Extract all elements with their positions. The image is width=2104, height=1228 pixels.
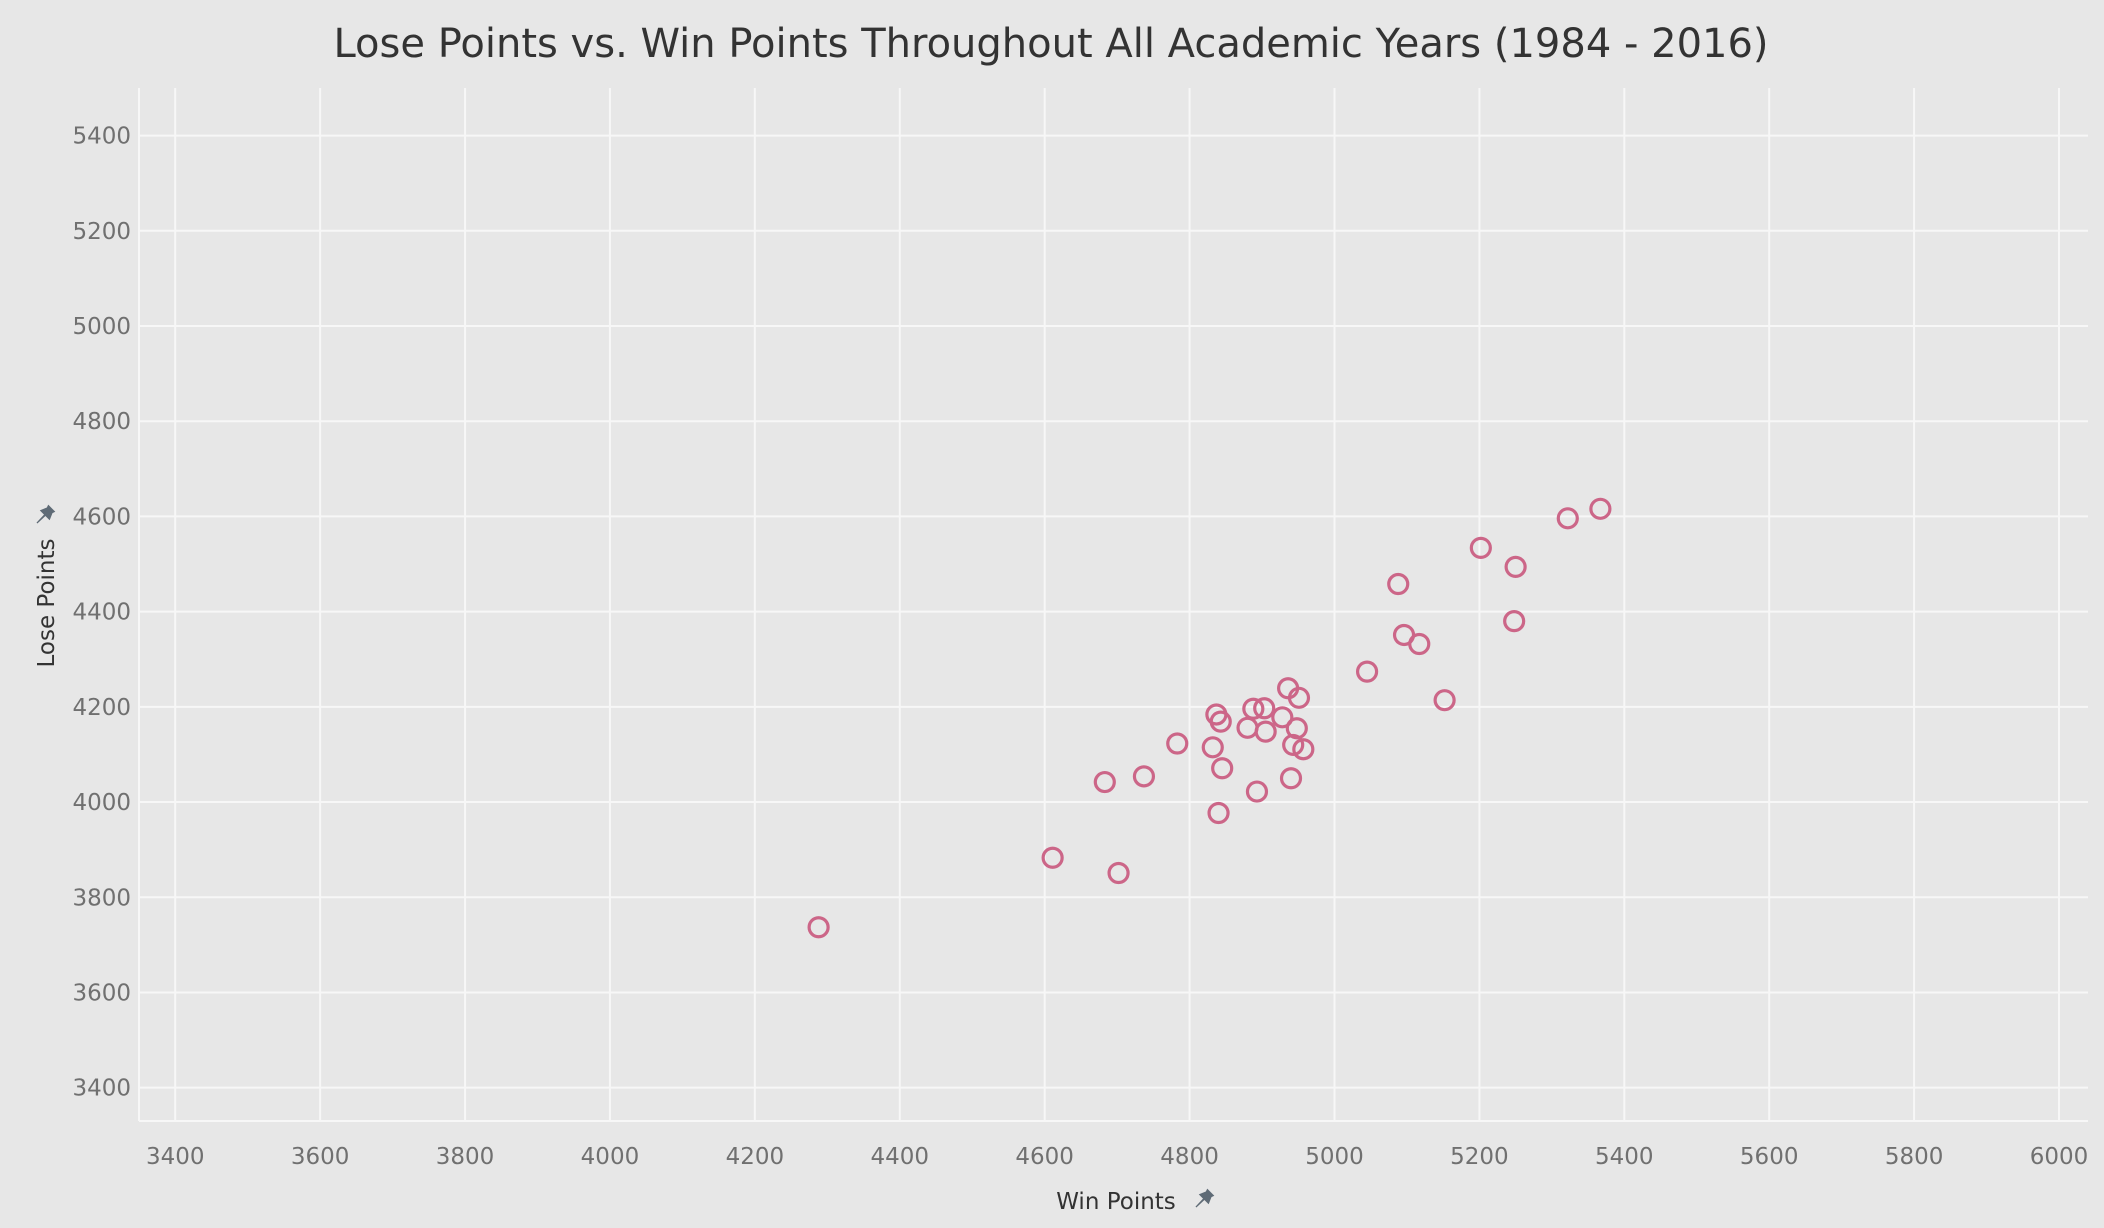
y-tick-label: 4400 <box>72 600 131 626</box>
y-tick-label: 3400 <box>72 1076 131 1102</box>
x-tick-label: 5400 <box>1595 1144 1654 1170</box>
data-point[interactable] <box>807 916 830 939</box>
y-tick-label: 4200 <box>72 695 131 721</box>
data-point[interactable] <box>1245 780 1269 803</box>
data-point[interactable] <box>1355 660 1379 683</box>
data-point[interactable] <box>1387 572 1410 596</box>
x-tick-label: 4000 <box>581 1144 640 1170</box>
x-tick-label: 5600 <box>1740 1144 1799 1170</box>
y-tick-label: 5200 <box>72 219 131 245</box>
data-point[interactable] <box>1242 697 1265 720</box>
data-point[interactable] <box>1253 697 1276 720</box>
data-point[interactable] <box>1285 717 1308 740</box>
data-point[interactable] <box>1254 720 1277 743</box>
data-point[interactable] <box>1093 770 1116 794</box>
data-point[interactable] <box>1292 738 1315 761</box>
data-point[interactable] <box>1041 846 1064 869</box>
x-tick-label: 5000 <box>1305 1144 1364 1170</box>
x-axis-title: Win Points <box>1056 1189 1176 1215</box>
data-point[interactable] <box>1209 710 1232 733</box>
x-tick-label: 4200 <box>726 1144 785 1170</box>
x-tick-label: 3600 <box>291 1144 350 1170</box>
y-axis-title: Lose Points <box>34 538 60 667</box>
grid <box>139 88 2088 1121</box>
data-point[interactable] <box>1107 861 1130 885</box>
data-point[interactable] <box>1236 716 1259 739</box>
data-point[interactable] <box>1166 732 1189 755</box>
x-tick-label: 3400 <box>146 1144 205 1170</box>
y-tick-label: 3800 <box>72 885 131 911</box>
data-point[interactable] <box>1287 686 1311 709</box>
y-tick-label: 4800 <box>72 409 131 435</box>
data-point[interactable] <box>1556 507 1579 530</box>
x-tick-label: 4800 <box>1160 1144 1219 1170</box>
x-tick-label: 5200 <box>1450 1144 1509 1170</box>
y-tick-label: 3600 <box>72 980 131 1006</box>
data-point[interactable] <box>1504 555 1527 578</box>
data-point[interactable] <box>1589 497 1612 520</box>
pin-icon[interactable] <box>32 503 57 528</box>
data-point[interactable] <box>1207 801 1230 825</box>
data-point[interactable] <box>1408 632 1431 656</box>
x-tick-label: 4600 <box>1015 1144 1074 1170</box>
y-tick-label: 5000 <box>72 314 131 340</box>
y-tick-label: 5400 <box>72 124 131 150</box>
axes <box>138 88 2088 1122</box>
tick-labels: 3400 3600 3800 4000 4200 4400 4600 4800 5000 5200… <box>72 124 2088 1170</box>
data-points[interactable] <box>807 497 1612 939</box>
x-tick-label: 4400 <box>870 1144 929 1170</box>
data-point[interactable] <box>1469 536 1492 559</box>
data-point[interactable] <box>1211 757 1234 780</box>
x-tick-label: 6000 <box>2030 1144 2089 1170</box>
data-point[interactable] <box>1132 765 1156 788</box>
pin-icon[interactable] <box>1191 1187 1216 1212</box>
y-tick-label: 4600 <box>72 504 131 530</box>
x-tick-label: 5800 <box>1885 1144 1944 1170</box>
x-tick-label: 3800 <box>436 1144 495 1170</box>
y-tick-label: 4000 <box>72 790 131 816</box>
data-point[interactable] <box>1503 610 1526 633</box>
data-point[interactable] <box>1279 767 1303 790</box>
data-point[interactable] <box>1433 689 1456 712</box>
chart-title: Lose Points vs. Win Points Throughout Al… <box>333 21 1768 67</box>
data-point[interactable] <box>1271 706 1294 729</box>
data-point[interactable] <box>1201 736 1224 759</box>
